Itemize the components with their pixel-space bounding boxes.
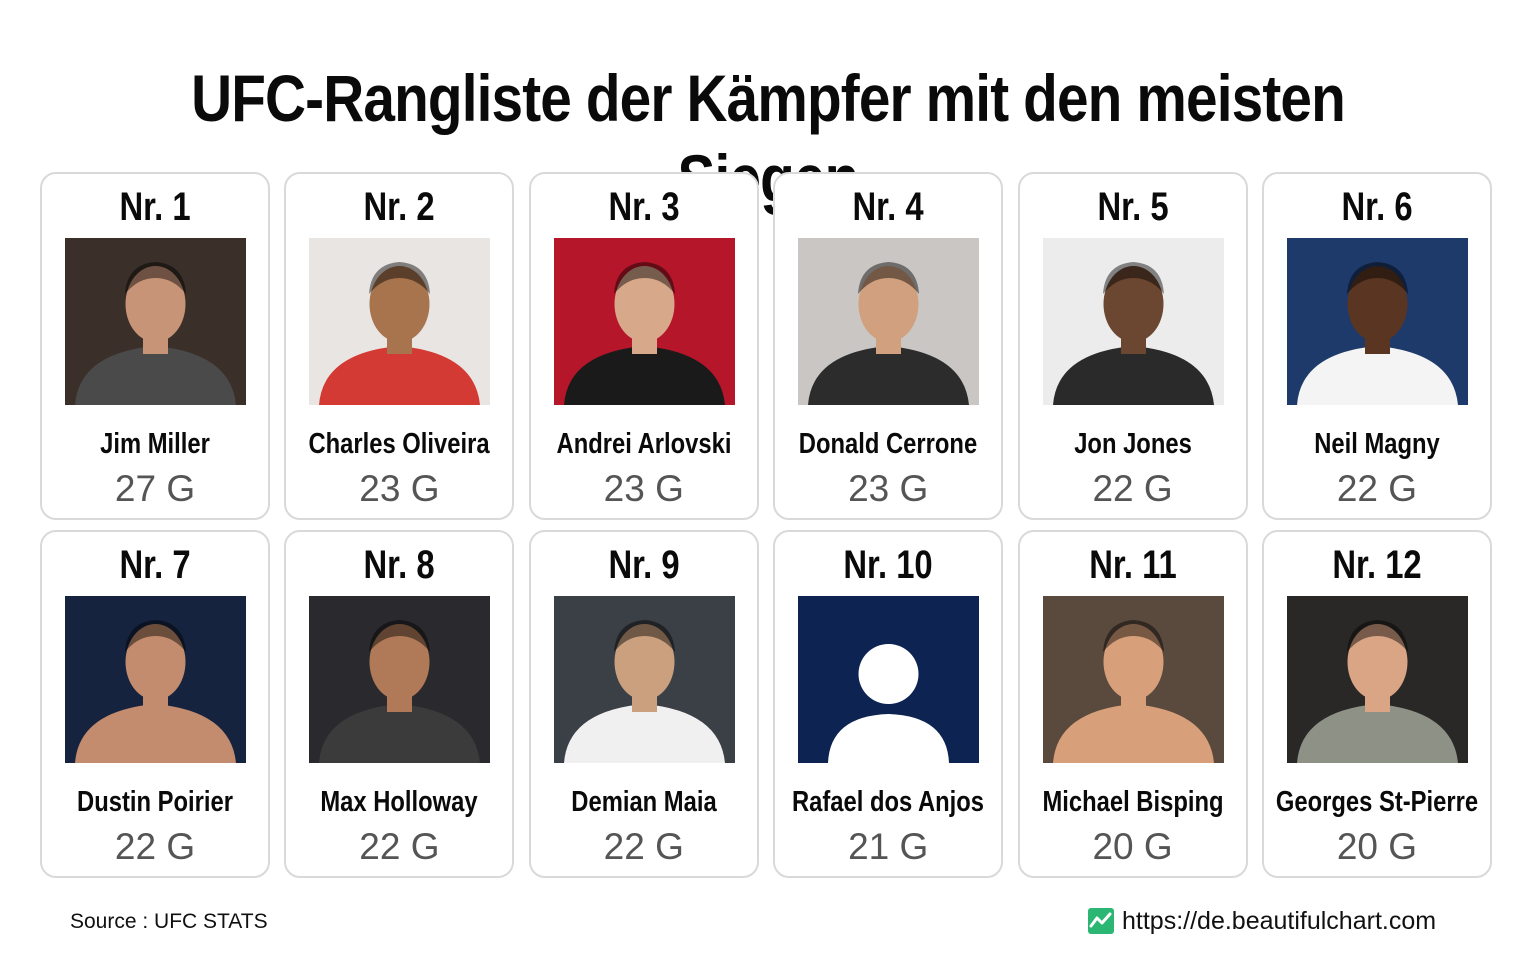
site-url: https://de.beautifulchart.com	[1122, 907, 1437, 935]
fighter-grid: Nr. 1 Jim Miller 27 G Nr. 2 Charles Oliveira…	[40, 172, 1492, 880]
fighter-wins: 23 G	[359, 468, 440, 509]
fighter-rank: Nr. 12	[1332, 543, 1422, 587]
fighter-name: Dustin Poirier	[77, 786, 233, 818]
fighter-rank: Nr. 4	[852, 185, 924, 229]
site-link[interactable]: https://de.beautifulchart.com	[1088, 906, 1436, 936]
source-note: Source : UFC STATS	[70, 910, 268, 933]
fighter-name: Charles Oliveira	[308, 428, 490, 460]
fighter-name: Donald Cerrone	[798, 428, 978, 460]
fighter-name: Jon Jones	[1073, 428, 1192, 460]
fighter-photo	[1286, 596, 1468, 763]
fighter-wins: 20 G	[1336, 826, 1418, 867]
fighter-wins: 22 G	[114, 826, 196, 867]
fighter-card: Nr. 6 Neil Magny 22 G	[1261, 172, 1492, 520]
fighter-photo	[553, 596, 735, 763]
fighter-card: Nr. 10 Rafael dos Anjos 21 G	[773, 530, 1004, 878]
fighter-wins: 22 G	[603, 826, 684, 867]
fighter-photo	[553, 238, 735, 405]
fighter-rank: Nr. 3	[608, 185, 680, 229]
fighter-rank: Nr. 11	[1088, 543, 1177, 587]
fighter-card: Nr. 8 Max Holloway 22 G	[284, 530, 515, 878]
fighter-wins: 22 G	[1092, 468, 1173, 509]
fighter-card: Nr. 1 Jim Miller 27 G	[40, 172, 270, 520]
fighter-photo	[309, 596, 491, 763]
fighter-photo	[1042, 596, 1224, 763]
fighter-card: Nr. 2 Charles Oliveira 23 G	[284, 172, 515, 520]
fighter-photo	[65, 238, 246, 405]
fighter-name: Jim Miller	[100, 428, 210, 460]
fighter-wins: 27 G	[114, 468, 196, 509]
fighter-rank: Nr. 10	[843, 543, 933, 587]
fighter-name: Georges St-Pierre	[1275, 786, 1479, 818]
fighter-name: Rafael dos Anjos	[792, 786, 985, 818]
fighter-wins: 22 G	[1336, 468, 1418, 509]
fighter-card: Nr. 12 Georges St-Pierre 20 G	[1261, 530, 1492, 878]
fighter-photo	[65, 596, 246, 763]
fighter-rank: Nr. 5	[1097, 185, 1169, 229]
fighter-wins: 20 G	[1092, 826, 1173, 867]
fighter-name: Max Holloway	[320, 786, 479, 818]
chart-logo-icon	[1088, 908, 1114, 934]
fighter-rank: Nr. 6	[1341, 185, 1413, 229]
fighter-rank: Nr. 7	[119, 543, 191, 587]
fighter-card: Nr. 7 Dustin Poirier 22 G	[40, 530, 270, 878]
fighter-name: Michael Bisping	[1042, 786, 1224, 818]
fighter-card: Nr. 5 Jon Jones 22 G	[1017, 172, 1248, 520]
fighter-wins: 22 G	[359, 826, 440, 867]
fighter-rank: Nr. 8	[363, 543, 435, 587]
fighter-card: Nr. 3 Andrei Arlovski 23 G	[528, 172, 759, 520]
fighter-wins: 21 G	[848, 826, 929, 867]
fighter-wins: 23 G	[603, 468, 684, 509]
fighter-photo	[798, 238, 980, 405]
fighter-card: Nr. 4 Donald Cerrone 23 G	[773, 172, 1004, 520]
fighter-photo	[309, 238, 491, 405]
fighter-name: Demian Maia	[571, 786, 717, 818]
fighter-name: Andrei Arlovski	[556, 428, 732, 460]
fighter-photo	[1042, 238, 1224, 405]
fighter-card: Nr. 9 Demian Maia 22 G	[528, 530, 759, 878]
fighter-rank: Nr. 9	[608, 543, 680, 587]
fighter-photo	[1286, 238, 1468, 405]
avatar-placeholder-icon	[798, 596, 980, 763]
fighter-name: Neil Magny	[1314, 428, 1440, 460]
fighter-rank: Nr. 2	[363, 185, 435, 229]
fighter-wins: 23 G	[848, 468, 929, 509]
fighter-rank: Nr. 1	[119, 185, 191, 229]
fighter-card: Nr. 11 Michael Bisping 20 G	[1017, 530, 1248, 878]
